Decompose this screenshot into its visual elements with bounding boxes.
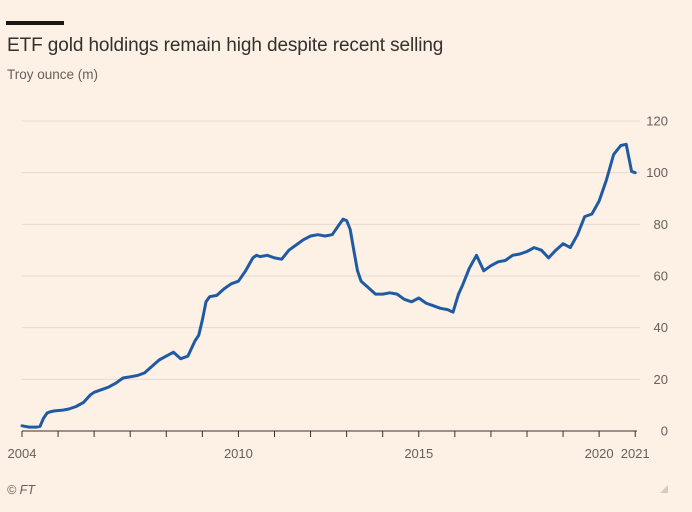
x-tick-label: 2015 xyxy=(404,446,433,461)
y-tick-label: 120 xyxy=(646,114,668,129)
y-tick-label: 20 xyxy=(654,372,668,387)
y-tick-labels: 0 20 40 60 80 100 120 xyxy=(646,114,668,439)
chart-title: ETF gold holdings remain high despite re… xyxy=(7,35,444,56)
x-tick-label: 2004 xyxy=(8,446,37,461)
grid-lines xyxy=(22,120,640,380)
y-tick-label: 100 xyxy=(646,165,668,180)
x-tick-label: 2021 xyxy=(621,446,650,461)
y-tick-label: 80 xyxy=(654,217,668,232)
y-tick-label: 60 xyxy=(654,269,668,284)
x-tick-label: 2020 xyxy=(585,446,614,461)
x-tick-labels: 2004 2010 2015 2020 2021 xyxy=(8,446,650,461)
brand-bar xyxy=(6,21,64,25)
chart-subtitle: Troy ounce (m) xyxy=(7,67,99,82)
x-axis xyxy=(21,430,637,437)
y-tick-label: 0 xyxy=(661,424,668,439)
y-tick-label: 40 xyxy=(654,320,668,335)
source-credit: © FT xyxy=(7,483,35,497)
x-tick-label: 2010 xyxy=(224,446,253,461)
series-line xyxy=(20,142,637,429)
resize-handle-icon[interactable] xyxy=(657,482,669,494)
series-lines xyxy=(20,142,637,429)
